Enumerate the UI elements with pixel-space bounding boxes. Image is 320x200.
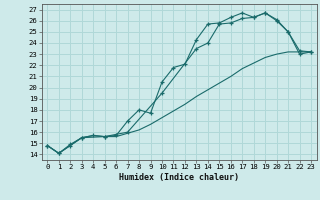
X-axis label: Humidex (Indice chaleur): Humidex (Indice chaleur) [119,173,239,182]
